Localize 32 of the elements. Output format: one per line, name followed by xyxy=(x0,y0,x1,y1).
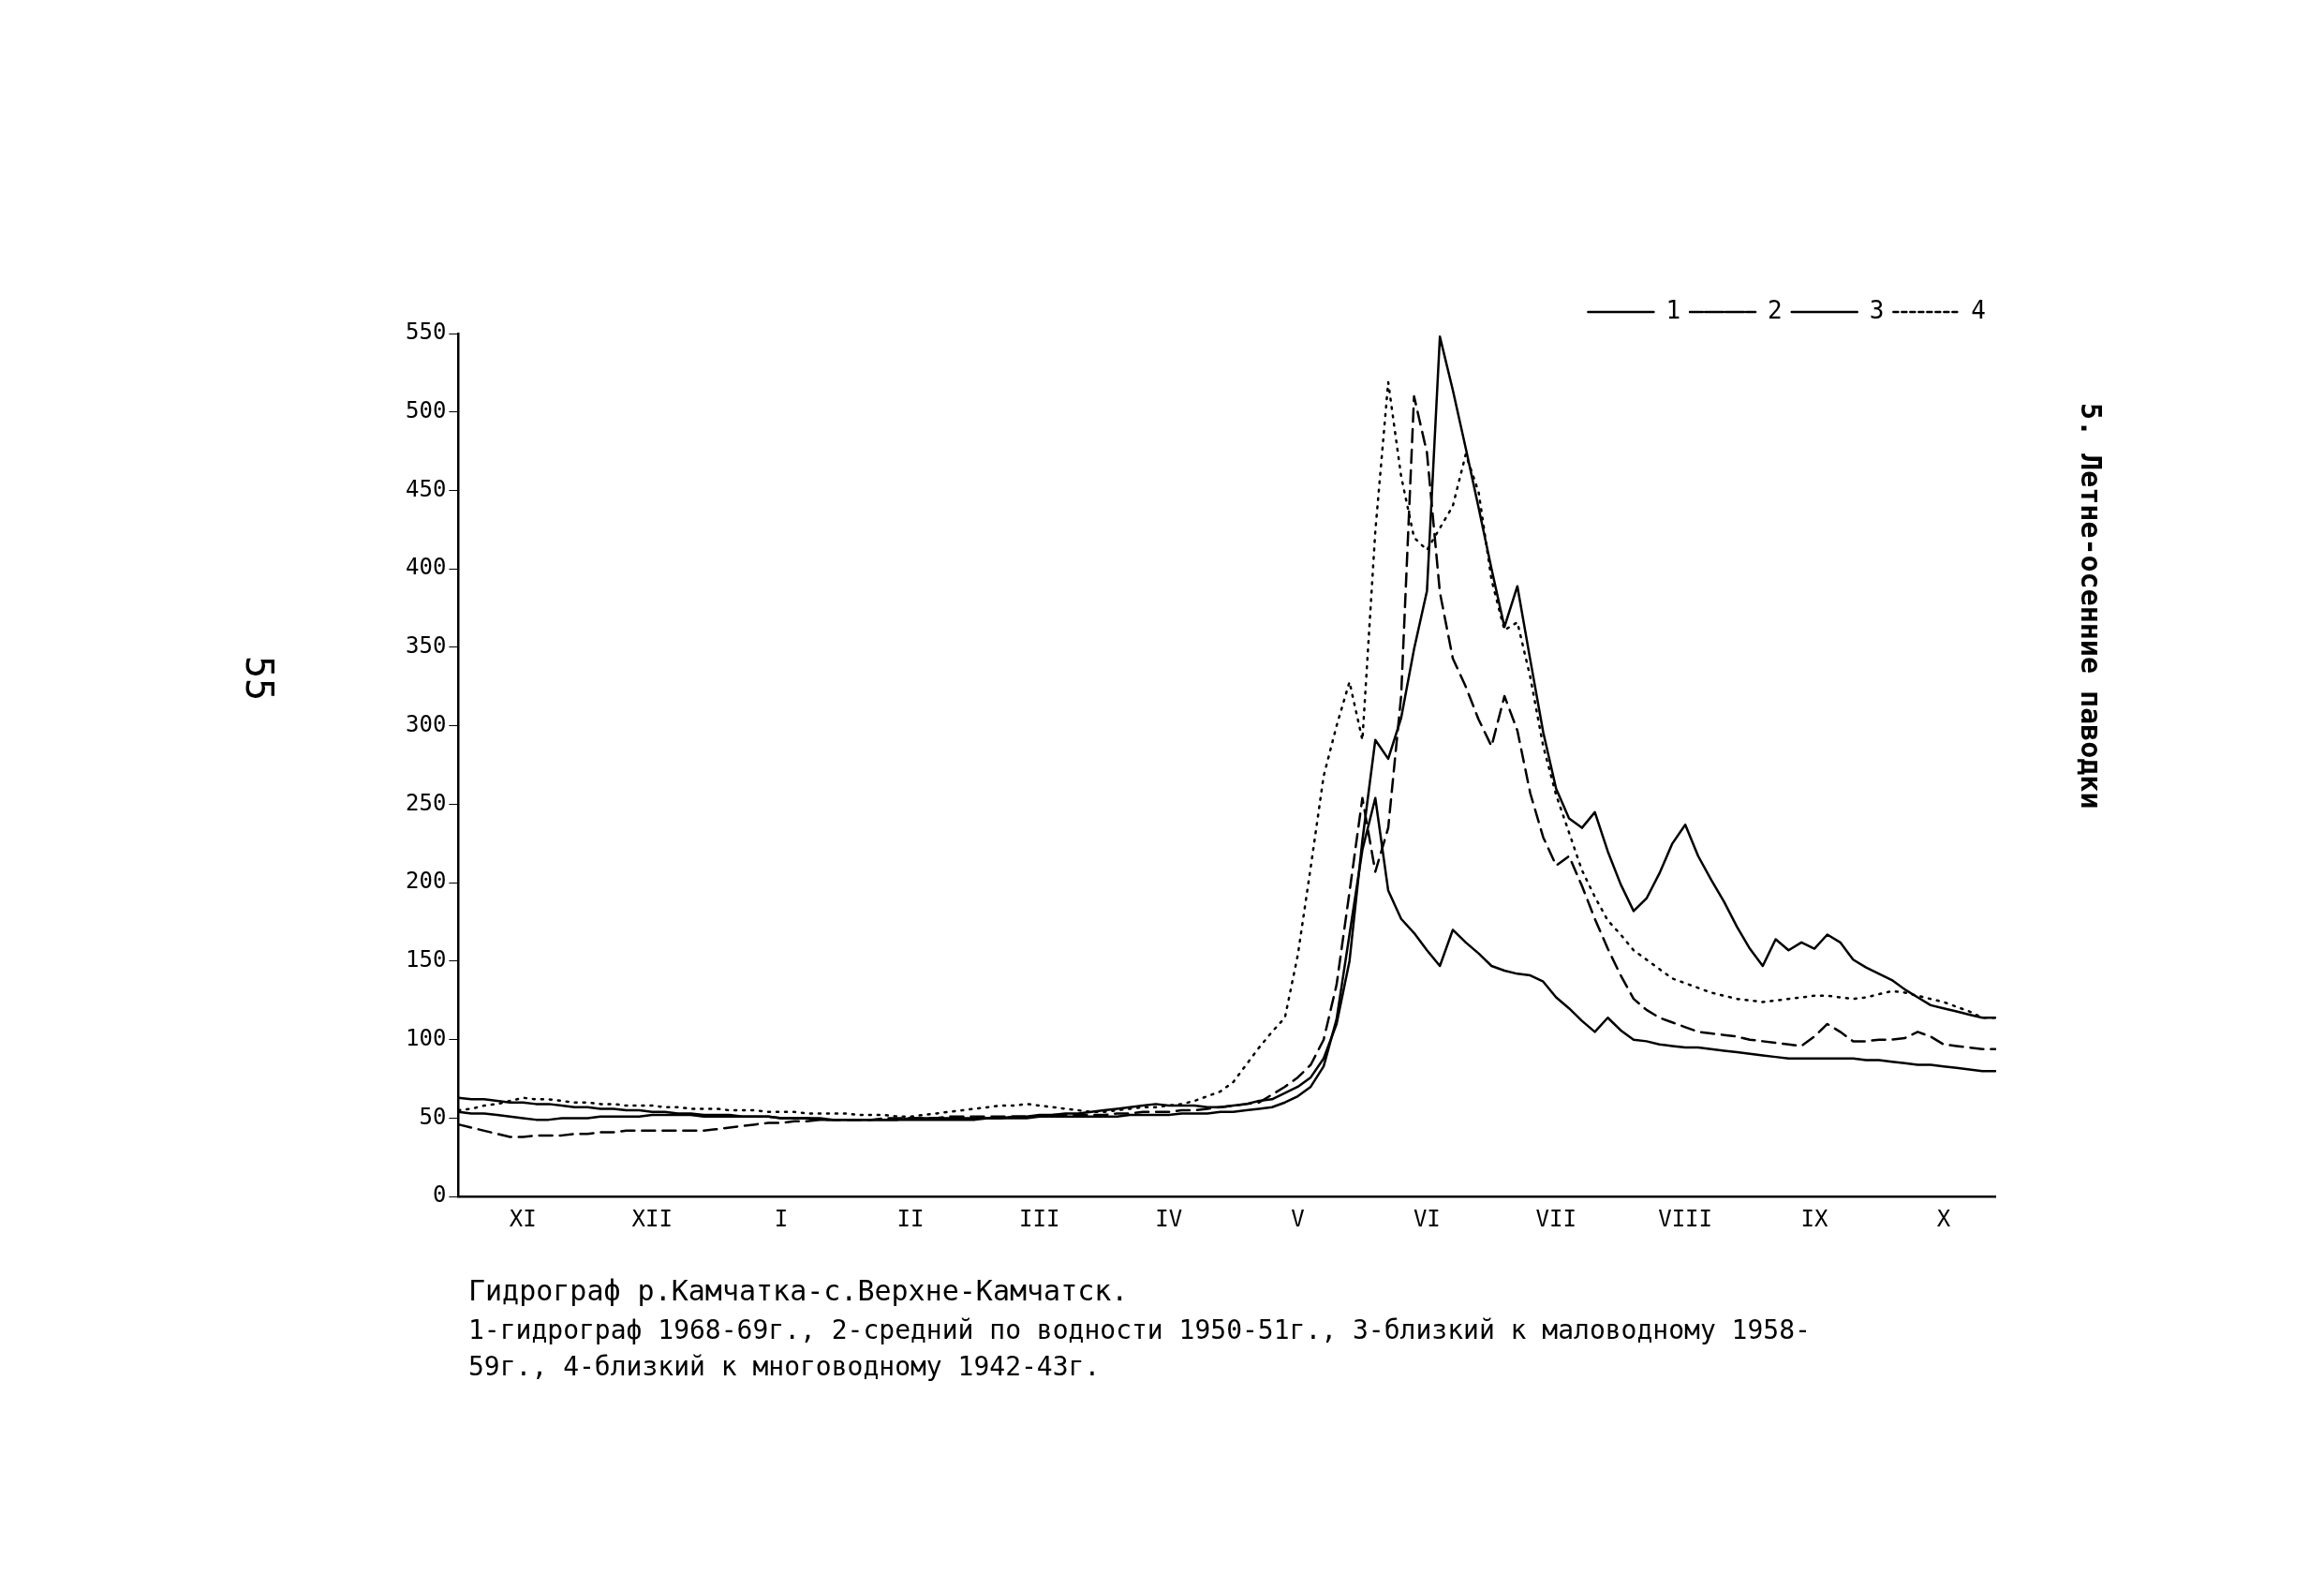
x-tick-label: I xyxy=(774,1205,789,1232)
legend-label: 3 xyxy=(1869,295,1885,324)
y-tick-label: 350 xyxy=(405,632,447,660)
y-tick-label: 500 xyxy=(405,396,447,423)
y-tick-label: 450 xyxy=(405,475,447,502)
y-tick-label: 0 xyxy=(432,1181,447,1209)
x-tick-label: XII xyxy=(631,1205,673,1232)
text: Гидрограф р.Камчатка-с.Верхне-Камчатск. xyxy=(468,1274,1129,1307)
y-tick-label: 400 xyxy=(405,554,447,581)
x-tick-label: II xyxy=(896,1205,925,1232)
x-tick-label: VI xyxy=(1413,1205,1441,1232)
x-tick-label: VII xyxy=(1535,1205,1576,1232)
x-tick-label: X xyxy=(1936,1205,1951,1232)
x-tick-label: XI xyxy=(509,1205,537,1232)
x-tick-label: III xyxy=(1019,1205,1060,1232)
y-tick-label: 100 xyxy=(405,1024,447,1051)
text: 55 xyxy=(238,656,281,702)
x-tick-label: V xyxy=(1291,1205,1305,1232)
x-tick-label: IX xyxy=(1800,1205,1828,1232)
y-tick-label: 50 xyxy=(419,1103,447,1130)
text: 1-гидрограф 1968-69г., 2-средний по водности 1950-51г., 3-близкий к маловодному 1958-59г., 4-близкий к многоводному 1942-43г. xyxy=(468,1314,1812,1385)
y-tick-label: 200 xyxy=(405,868,447,895)
x-tick-label: VIII xyxy=(1658,1205,1713,1232)
y-tick-label: 250 xyxy=(405,789,447,816)
y-tick-label: 150 xyxy=(405,946,447,973)
legend-label: 4 xyxy=(1971,295,1986,324)
x-tick-label: IV xyxy=(1155,1205,1183,1232)
text: 5. Летне-осенние паводки xyxy=(2075,403,2108,809)
y-tick-label: 550 xyxy=(405,319,447,346)
legend-label: 1 xyxy=(1665,295,1681,324)
legend-label: 2 xyxy=(1768,295,1783,324)
y-tick-label: 300 xyxy=(405,710,447,737)
